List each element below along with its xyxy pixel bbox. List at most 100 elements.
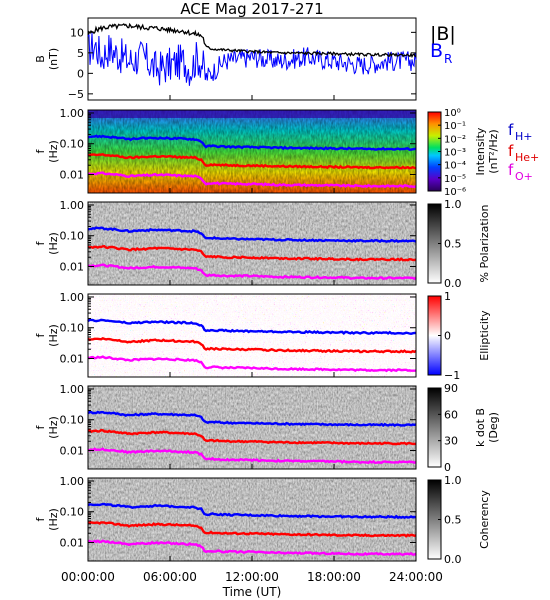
colorbar-tick-label: 0.0 bbox=[444, 277, 462, 290]
figure-title: ACE Mag 2017-271 bbox=[180, 0, 323, 18]
panel-noise-texture bbox=[88, 110, 416, 193]
colorbar-tick-label: −1 bbox=[444, 369, 460, 382]
freq-tick-label: 0.10 bbox=[60, 230, 85, 243]
freq-tick-label: 1.00 bbox=[60, 199, 85, 212]
b-ytick-label: −5 bbox=[68, 88, 84, 101]
freq-tick-label: 0.01 bbox=[60, 168, 85, 181]
time-axis-title: Time (UT) bbox=[222, 585, 282, 599]
f-He-plus-line bbox=[87, 521, 417, 538]
time-tick-label-1: 06:00:00 bbox=[143, 570, 197, 584]
freq-tick-label: 0.01 bbox=[60, 260, 85, 273]
f-H-plus-line bbox=[87, 502, 417, 520]
colorbar-tick-label: 0.5 bbox=[444, 514, 462, 527]
time-tick-label-0: 00:00:00 bbox=[61, 570, 115, 584]
colorbar-label: Intensity (nT²/Hz) bbox=[474, 127, 500, 175]
f-H-plus-line bbox=[87, 318, 416, 336]
legend-f-o: f bbox=[508, 161, 514, 179]
freq-ylabel-line2: (Hz) bbox=[47, 140, 60, 163]
freq-tick-label: 0.01 bbox=[60, 536, 85, 549]
colorbar-label-line: Intensity bbox=[474, 127, 487, 175]
f-H-plus-line bbox=[87, 410, 417, 428]
legend-b-r-subscript: R bbox=[444, 52, 452, 66]
time-tick-label-3: 18:00:00 bbox=[307, 570, 361, 584]
freq-ylabel-line1: f bbox=[34, 516, 47, 521]
f-He-plus-line bbox=[87, 428, 417, 446]
colorbar-tick-label: 10⁻⁶ bbox=[444, 187, 466, 198]
b-ylabel-line2: (nT) bbox=[47, 48, 60, 70]
f-O-plus-line bbox=[87, 447, 417, 465]
freq-ylabel: f (Hz) bbox=[34, 140, 60, 163]
legend-f-h-subscript: H+ bbox=[515, 130, 533, 143]
legend-f-h: f bbox=[508, 121, 514, 139]
panel-noise-texture bbox=[88, 478, 416, 561]
intensity-low-band bbox=[88, 110, 416, 118]
freq-ylabel-line2: (Hz) bbox=[47, 508, 60, 531]
freq-ylabel-line2: (Hz) bbox=[47, 324, 60, 347]
b-total-series-line bbox=[87, 22, 417, 59]
freq-ylabel-line1: f bbox=[34, 424, 47, 429]
b-field-panel: −5 0 5 10 B (nT) bbox=[34, 17, 417, 101]
colorbar-label: k dot B (Deg) bbox=[474, 408, 500, 447]
colorbar-tick-label: 90 bbox=[444, 382, 458, 395]
colorbar-tick-label: 10⁰ bbox=[444, 108, 461, 119]
freq-tick-label: 1.00 bbox=[60, 291, 85, 304]
b-panel-legend: |B| B R bbox=[430, 23, 456, 66]
freq-tick-label: 0.10 bbox=[60, 414, 85, 427]
freq-ylabel-line1: f bbox=[34, 148, 47, 153]
freq-tick-label: 0.10 bbox=[60, 506, 85, 519]
freq-tick-label: 0.10 bbox=[60, 138, 85, 151]
b-ylabel-line1: B bbox=[34, 55, 47, 63]
freq-tick-label: 1.00 bbox=[60, 383, 85, 396]
colorbar-tick-label: 0.0 bbox=[444, 553, 462, 566]
freq-ylabel: f (Hz) bbox=[34, 324, 60, 347]
b-panel-frame bbox=[87, 17, 417, 101]
legend-b-total: |B| bbox=[430, 23, 456, 45]
b-ytick-label: 0 bbox=[77, 67, 84, 80]
b-ylabel: B (nT) bbox=[34, 48, 60, 70]
panel-noise-texture bbox=[88, 202, 416, 285]
b-ytick-label: 10 bbox=[70, 26, 84, 39]
colorbar-tick-label: 10⁻⁴ bbox=[444, 161, 466, 172]
b-r-series-line bbox=[87, 32, 417, 86]
freq-ylabel-line1: f bbox=[34, 240, 47, 245]
colorbar-tick-label: 10⁻³ bbox=[444, 148, 466, 159]
time-tick-label-2: 12:00:00 bbox=[225, 570, 279, 584]
colorbar-tick-label: 0 bbox=[444, 330, 451, 343]
colorbar-label: Ellipticity bbox=[478, 310, 491, 361]
freq-tick-label: 1.00 bbox=[60, 475, 85, 488]
colorbar-label: % Polarization bbox=[478, 205, 491, 283]
colorbar-label-line: % Polarization bbox=[478, 205, 491, 283]
freq-ylabel-line1: f bbox=[34, 332, 47, 337]
colorbar-tick-label: 1.0 bbox=[444, 474, 462, 487]
f-O-plus-line bbox=[87, 539, 417, 557]
panel-noise-texture bbox=[88, 294, 416, 377]
f-O-plus-line bbox=[87, 263, 417, 281]
panel-noise-texture bbox=[88, 386, 416, 469]
colorbar-label-line: (Deg) bbox=[487, 412, 500, 443]
legend-f-o-subscript: O+ bbox=[515, 170, 533, 183]
spectral-panel-2: 1.000.100.01f (Hz)1.00.50.0% Polarization bbox=[34, 198, 491, 290]
colorbar-tick-label: 30 bbox=[444, 435, 458, 448]
f-He-plus-line bbox=[87, 153, 417, 170]
f-He-plus-line bbox=[87, 336, 417, 354]
freq-ylabel: f (Hz) bbox=[34, 508, 60, 531]
colorbar-tick-label: 0.5 bbox=[444, 238, 462, 251]
colorbar-label-line: (nT²/Hz) bbox=[487, 129, 500, 173]
freq-tick-label: 0.01 bbox=[60, 444, 85, 457]
colorbar-tick-label: 10⁻⁵ bbox=[444, 174, 466, 185]
freq-ylabel: f (Hz) bbox=[34, 416, 60, 439]
time-axis-labels: 00:00:00 06:00:00 12:00:00 18:00:00 24:0… bbox=[61, 570, 443, 599]
freq-ylabel: f (Hz) bbox=[34, 232, 60, 255]
colorbar-label-line: Ellipticity bbox=[478, 310, 491, 361]
legend-f-he: f bbox=[508, 142, 514, 160]
colorbar-tick-label: 10⁻¹ bbox=[444, 121, 466, 132]
freq-tick-label: 0.10 bbox=[60, 322, 85, 335]
colorbar-label: Coherency bbox=[478, 490, 491, 549]
spectral-panel-1: 1.000.100.01f (Hz)10⁰10⁻¹10⁻²10⁻³10⁻⁴10⁻⁵… bbox=[34, 107, 500, 198]
freq-ylabel-line2: (Hz) bbox=[47, 416, 60, 439]
legend-b-r: B bbox=[430, 40, 443, 62]
